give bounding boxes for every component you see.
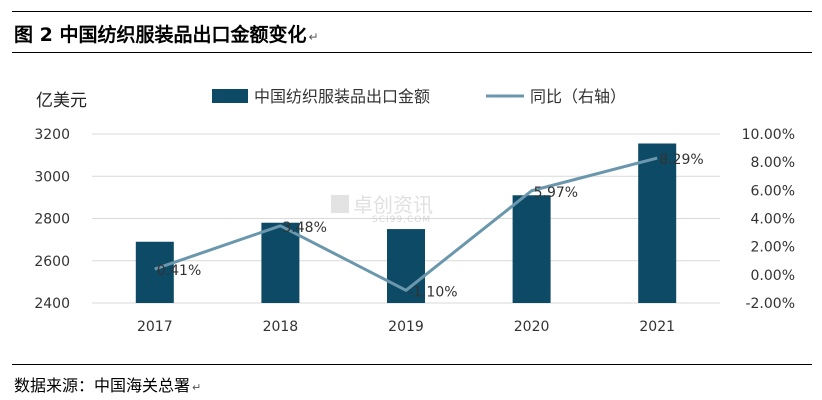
watermark-logo-icon: [331, 195, 349, 213]
legend-bar-swatch: [212, 89, 248, 103]
data-label: 3.48%: [282, 220, 326, 236]
data-label: 0.41%: [157, 263, 201, 279]
bottom-rule: [12, 364, 812, 365]
watermark-text: 卓创资讯: [353, 193, 433, 217]
source-paragraph-mark: ↵: [192, 381, 202, 394]
left-axis-unit: 亿美元: [36, 91, 87, 111]
left-tick-label: 2600: [34, 254, 70, 270]
right-axis-ticks: -2.00% 0.00% 2.00% 4.00% 6.00% 8.00% 10.00%: [742, 127, 795, 312]
x-axis-ticks: 2017 2018 2019 2020 2021: [137, 319, 675, 335]
legend: 中国纺织服装品出口金额 同比（右轴）: [212, 87, 626, 106]
title-rule: [12, 52, 812, 53]
right-tick-label: 4.00%: [751, 212, 795, 228]
figure-title-text: 图 2 中国纺织服装品出口金额变化: [14, 24, 307, 46]
bar: [512, 195, 551, 303]
left-tick-label: 3000: [34, 169, 70, 185]
right-tick-label: 6.00%: [751, 183, 795, 199]
data-label: -1.10%: [408, 284, 458, 300]
figure-title: 图 2 中国纺织服装品出口金额变化 ↵: [14, 20, 319, 47]
top-rule: [12, 11, 812, 12]
x-tick-label: 2018: [263, 319, 299, 335]
bar: [261, 222, 300, 303]
data-source-text: 数据来源：中国海关总署: [14, 376, 191, 395]
watermark: 卓创资讯 SCI99.COM: [331, 193, 433, 225]
x-tick-label: 2019: [388, 319, 424, 335]
right-tick-label: -2.00%: [745, 296, 795, 312]
left-tick-label: 2800: [34, 212, 70, 228]
bar: [135, 241, 174, 303]
bar-series: [135, 143, 677, 303]
legend-bar-label: 中国纺织服装品出口金额: [254, 87, 430, 106]
line-data-labels: 0.41% 3.48% -1.10% 5.97% 8.29%: [157, 152, 704, 300]
data-label: 8.29%: [659, 152, 703, 168]
x-tick-label: 2020: [514, 319, 550, 335]
left-tick-label: 3200: [34, 127, 70, 143]
data-source: 数据来源：中国海关总署 ↵: [14, 372, 201, 396]
legend-line-label: 同比（右轴）: [530, 87, 626, 106]
left-tick-label: 2400: [34, 296, 70, 312]
data-label: 5.97%: [534, 185, 578, 201]
right-tick-label: 2.00%: [751, 240, 795, 256]
right-tick-label: 8.00%: [751, 155, 795, 171]
right-tick-label: 0.00%: [751, 268, 795, 284]
title-paragraph-mark: ↵: [308, 30, 319, 44]
left-axis-ticks: 2400 2600 2800 3000 3200: [34, 127, 70, 312]
x-tick-label: 2017: [137, 319, 173, 335]
right-tick-label: 10.00%: [742, 127, 795, 143]
bar: [638, 143, 677, 303]
watermark-subtext: SCI99.COM: [372, 215, 431, 225]
x-tick-label: 2021: [639, 319, 675, 335]
line-series: [154, 156, 658, 292]
